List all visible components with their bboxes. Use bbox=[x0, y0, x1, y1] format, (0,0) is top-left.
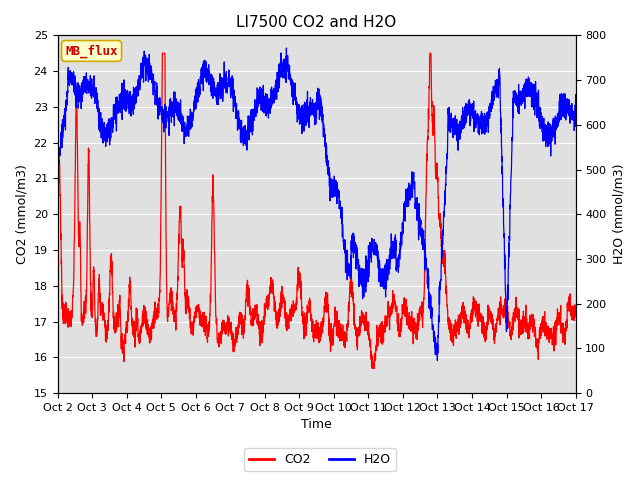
Y-axis label: CO2 (mmol/m3): CO2 (mmol/m3) bbox=[15, 164, 28, 264]
X-axis label: Time: Time bbox=[301, 419, 332, 432]
Text: MB_flux: MB_flux bbox=[65, 44, 118, 58]
Title: LI7500 CO2 and H2O: LI7500 CO2 and H2O bbox=[236, 15, 397, 30]
Y-axis label: H2O (mmol/m3): H2O (mmol/m3) bbox=[612, 164, 625, 264]
Legend: CO2, H2O: CO2, H2O bbox=[244, 448, 396, 471]
